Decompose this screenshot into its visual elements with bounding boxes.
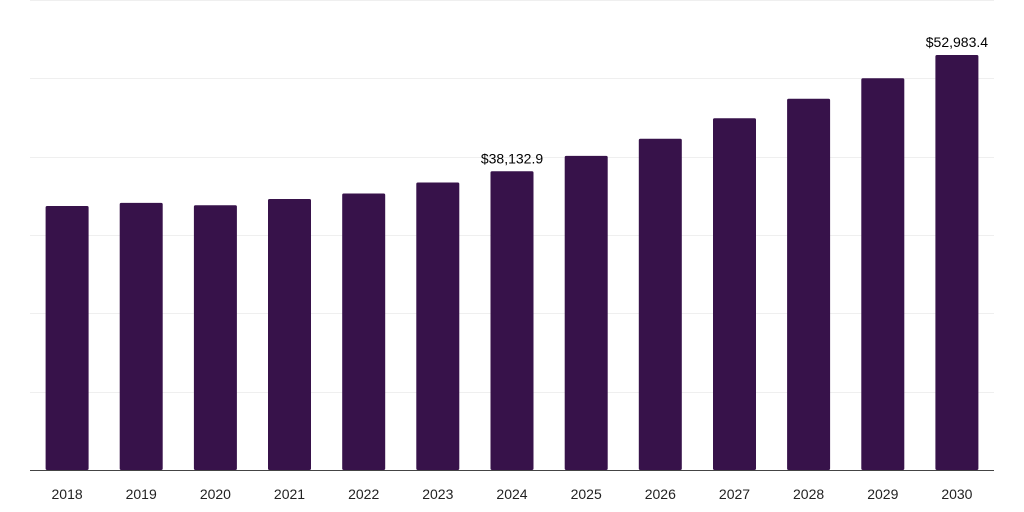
x-tick-label-2026: 2026 <box>645 486 676 502</box>
bar-2030 <box>935 55 979 470</box>
x-tick-label-2025: 2025 <box>571 486 602 502</box>
x-tick-label-2023: 2023 <box>422 486 453 502</box>
bar-2025 <box>564 155 608 470</box>
bar-2024 <box>490 171 534 471</box>
x-tick-label-2018: 2018 <box>52 486 83 502</box>
x-tick-label-2021: 2021 <box>274 486 305 502</box>
x-axis-tick-labels: 2018 2019 2020 2021 2022 2023 2024 2025 2026 2027… <box>52 486 973 502</box>
data-label-2030: $52,983.4 <box>926 34 988 50</box>
bar-2023 <box>416 182 460 470</box>
bar-2021 <box>268 199 311 470</box>
x-tick-label-2024: 2024 <box>496 486 527 502</box>
bar-2028 <box>787 98 831 470</box>
x-tick-label-2029: 2029 <box>867 486 898 502</box>
x-tick-label-2022: 2022 <box>348 486 379 502</box>
x-tick-label-2030: 2030 <box>941 486 972 502</box>
bar-2026 <box>638 138 682 470</box>
bar-2018 <box>45 206 89 470</box>
bar-2027 <box>713 118 756 471</box>
x-tick-label-2020: 2020 <box>200 486 231 502</box>
bar-2029 <box>861 78 905 471</box>
x-tick-label-2027: 2027 <box>719 486 750 502</box>
data-label-2024: $38,132.9 <box>481 150 543 166</box>
bar-2020 <box>193 205 237 470</box>
x-tick-label-2019: 2019 <box>126 486 157 502</box>
bars <box>45 55 979 471</box>
x-tick-label-2028: 2028 <box>793 486 824 502</box>
bar-2022 <box>342 193 386 470</box>
data-labels: $38,132.9 $52,983.4 <box>481 34 988 166</box>
bar-2019 <box>119 202 163 470</box>
